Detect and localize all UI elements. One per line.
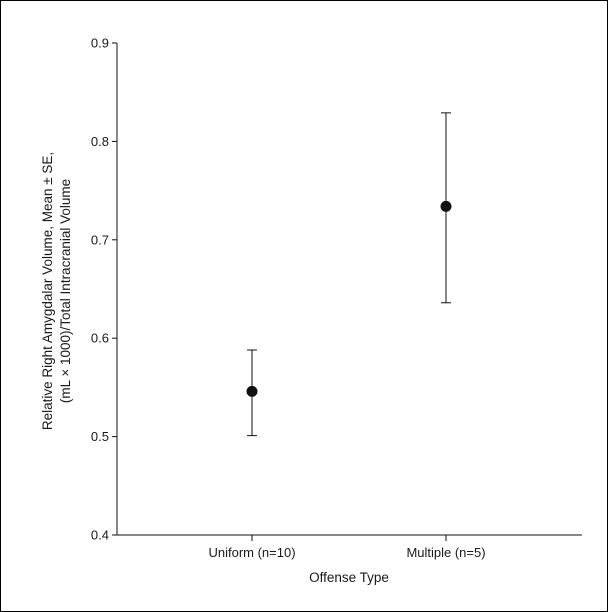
data-marks (246, 112, 452, 437)
data-point-mean (440, 200, 452, 212)
y-tick-label: 0.9 (91, 36, 109, 51)
data-point-mean (246, 385, 258, 397)
x-axis-title: Offense Type (309, 570, 389, 585)
y-tick-label: 0.4 (91, 528, 109, 543)
x-tick-label: Uniform (n=10) (208, 545, 295, 560)
x-tick-label: Multiple (n=5) (406, 545, 485, 560)
y-tick-label: 0.5 (91, 429, 109, 444)
y-axis-title-line-1: Relative Right Amygdalar Volume, Mean ± … (40, 152, 55, 430)
y-tick-label: 0.7 (91, 232, 109, 247)
y-tick-label: 0.6 (91, 331, 109, 346)
y-tick-label: 0.8 (91, 134, 109, 149)
y-axis: 0.4 0.5 0.6 0.7 0.8 0.9 (91, 36, 118, 543)
x-axis: Uniform (n=10) Multiple (n=5) (117, 534, 582, 560)
y-axis-title-line-2: (mL × 1000)/Total Intracranial Volume (58, 179, 73, 403)
